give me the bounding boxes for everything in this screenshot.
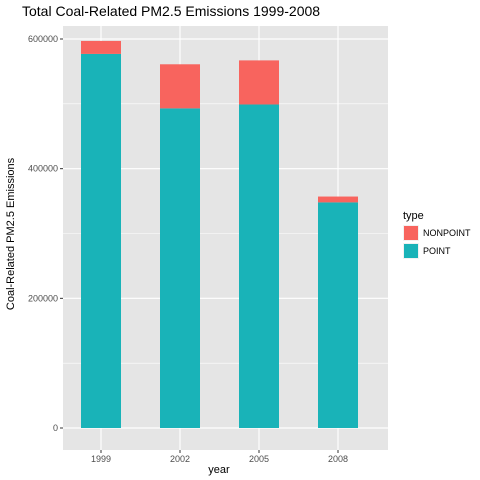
legend-label-point: POINT bbox=[423, 246, 451, 256]
bar-point-2005 bbox=[239, 104, 279, 429]
x-tick-label: 2005 bbox=[249, 454, 269, 464]
y-tick-label: 200000 bbox=[28, 293, 58, 303]
legend-swatch-point bbox=[404, 244, 418, 258]
x-tick-label: 2008 bbox=[328, 454, 348, 464]
bar-nonpoint-2005 bbox=[239, 60, 279, 105]
x-axis: 1999 2002 2005 2008 bbox=[91, 450, 348, 464]
x-tick-label: 2002 bbox=[170, 454, 190, 464]
chart-title: Total Coal-Related PM2.5 Emissions 1999-… bbox=[22, 3, 320, 19]
x-axis-label: year bbox=[208, 464, 230, 476]
bar-point-2002 bbox=[160, 108, 200, 428]
legend: type NONPOINT POINT bbox=[403, 210, 471, 259]
legend-swatch-nonpoint bbox=[404, 226, 418, 240]
bar-nonpoint-1999 bbox=[81, 40, 121, 54]
bars bbox=[81, 40, 358, 429]
bar-point-2008 bbox=[318, 202, 358, 428]
legend-label-nonpoint: NONPOINT bbox=[423, 228, 471, 238]
y-axis: 0 200000 400000 600000 bbox=[28, 34, 63, 433]
plot-panel bbox=[63, 26, 388, 450]
y-axis-label: Coal-Related PM2.5 Emissions bbox=[5, 157, 17, 310]
bar-point-1999 bbox=[81, 53, 121, 428]
y-tick-label: 600000 bbox=[28, 34, 58, 44]
y-tick-label: 0 bbox=[53, 423, 58, 433]
bar-nonpoint-2008 bbox=[318, 196, 358, 203]
legend-title: type bbox=[403, 210, 424, 222]
y-tick-label: 400000 bbox=[28, 164, 58, 174]
bar-nonpoint-2002 bbox=[160, 64, 200, 109]
x-tick-label: 1999 bbox=[91, 454, 111, 464]
